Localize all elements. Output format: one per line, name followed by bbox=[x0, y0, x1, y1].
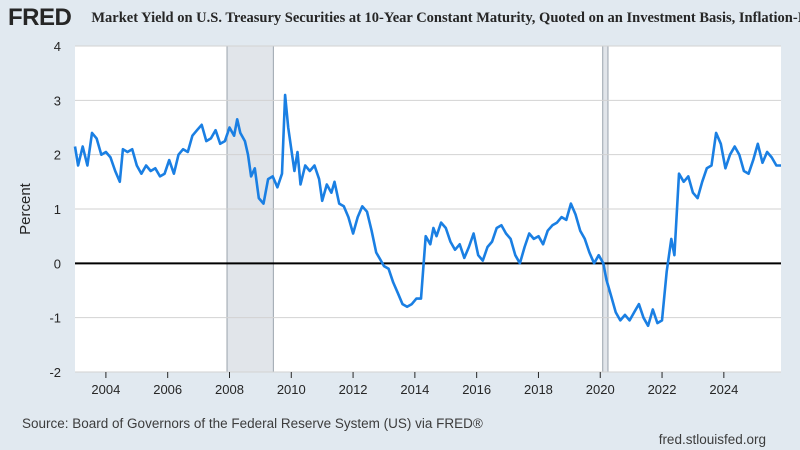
x-tick-label: 2018 bbox=[524, 382, 553, 397]
y-axis-label: Percent bbox=[17, 182, 34, 235]
fred-logo[interactable]: FRED bbox=[8, 4, 72, 31]
series-line bbox=[73, 93, 781, 328]
x-tick-label: 2014 bbox=[400, 382, 429, 397]
x-tick-label: 2004 bbox=[91, 382, 120, 397]
series-title: Market Yield on U.S. Treasury Securities… bbox=[91, 9, 800, 26]
y-tick-label: 3 bbox=[54, 93, 61, 108]
x-tick-label: 2012 bbox=[339, 382, 368, 397]
y-tick-label: 0 bbox=[54, 256, 61, 271]
x-tick-label: 2024 bbox=[709, 382, 738, 397]
x-tick-label: 2020 bbox=[586, 382, 615, 397]
x-tick-label: 2010 bbox=[277, 382, 306, 397]
header: FRED Market Yield on U.S. Treasury Secur… bbox=[0, 0, 800, 36]
y-tick-label: -2 bbox=[49, 365, 61, 380]
y-tick-label: 1 bbox=[54, 202, 61, 217]
y-axis-ticks: -2 -1 0 1 2 3 4 bbox=[49, 39, 61, 380]
x-tick-label: 2022 bbox=[648, 382, 677, 397]
y-tick-label: -1 bbox=[49, 311, 61, 326]
x-tick-label: 2008 bbox=[215, 382, 244, 397]
x-axis-ticks: 2004 2006 2008 2010 2012 2014 2016 2018 2020 2022… bbox=[91, 372, 738, 397]
site-link[interactable]: fred.stlouisfed.org bbox=[658, 432, 766, 447]
source-note: Source: Board of Governors of the Federa… bbox=[22, 416, 483, 431]
x-tick-label: 2006 bbox=[153, 382, 182, 397]
x-tick-label: 2016 bbox=[462, 382, 491, 397]
y-tick-label: 2 bbox=[54, 148, 61, 163]
y-tick-label: 4 bbox=[54, 39, 61, 54]
